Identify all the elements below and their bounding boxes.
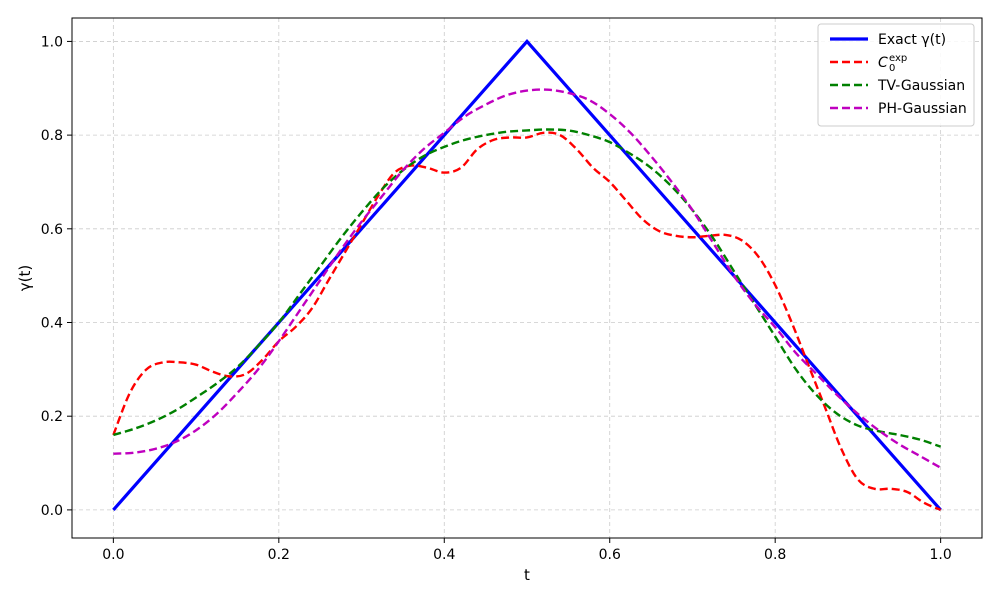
legend-label-c0exp: C: [878, 55, 888, 71]
y-tick-label: 0.2: [41, 409, 63, 425]
y-axis-label: γ(t): [16, 265, 34, 291]
legend-box: [817, 23, 975, 127]
legend-label-exact-t: Exact γ(t): [878, 32, 946, 48]
y-tick-label: 0.0: [41, 503, 63, 519]
series-layer: [112, 39, 942, 511]
ticks: 0.0 0.2 0.4 0.6 0.8 1.0 0.0 0.2 0.4 0.6 0.8 1.0: [41, 34, 952, 563]
series-line-tv-gaussian: [113, 128, 942, 448]
y-tick-label: 0.8: [41, 128, 63, 144]
legend-label-sub: 0: [889, 63, 895, 74]
series-line-ph-gaussian: [113, 88, 942, 469]
x-tick-label: 0.2: [268, 547, 290, 563]
y-tick-label: 0.6: [41, 222, 63, 238]
legend-label-tv-gaussian: TV-Gaussian: [877, 78, 965, 94]
x-tick-label: 0.0: [102, 547, 124, 563]
x-tick-label: 1.0: [930, 547, 952, 563]
x-tick-label: 0.8: [764, 547, 786, 563]
x-tick-label: 0.4: [433, 547, 455, 563]
grid: [72, 18, 982, 538]
series-line-exact-t: [112, 39, 942, 511]
y-tick-label: 0.4: [41, 316, 63, 332]
axes-frame: [71, 17, 983, 539]
y-tick-label: 1.0: [41, 34, 63, 50]
legend-label-sup: exp: [889, 53, 907, 64]
x-tick-label: 0.6: [599, 547, 621, 563]
legend-label-ph-gaussian: PH-Gaussian: [878, 101, 967, 117]
series-line-c0exp: [112, 131, 942, 511]
x-axis-label: t: [524, 566, 530, 584]
